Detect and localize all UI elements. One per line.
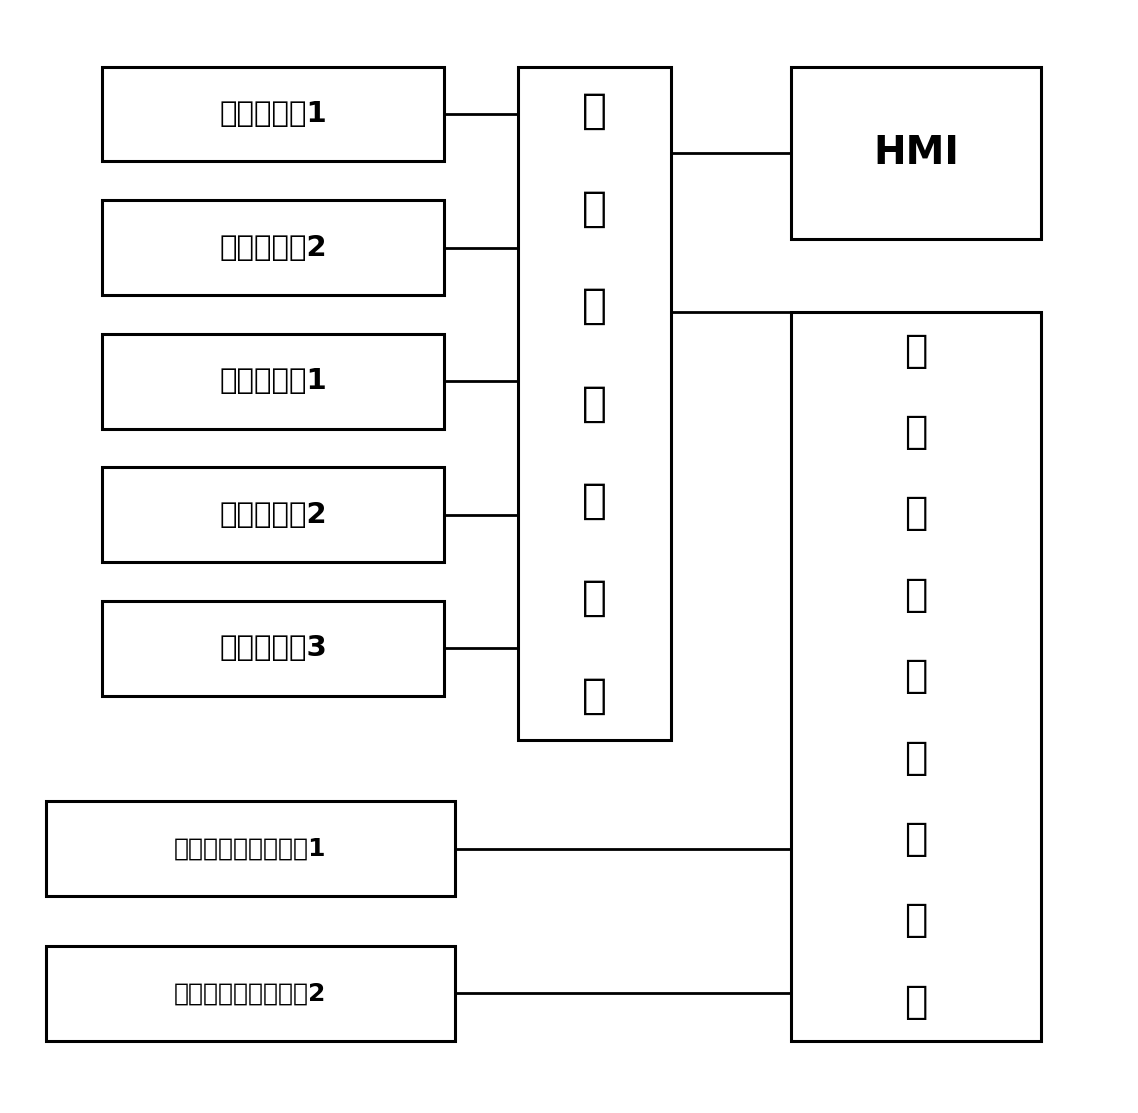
Bar bbox=[46, 801, 455, 896]
Bar bbox=[102, 601, 444, 696]
Bar bbox=[102, 200, 444, 295]
Text: 换流变交流侧断路器2: 换流变交流侧断路器2 bbox=[174, 982, 327, 1005]
Bar bbox=[102, 334, 444, 429]
Text: HMI: HMI bbox=[873, 134, 959, 173]
Bar bbox=[791, 312, 1041, 1041]
Text: 感温探测器2: 感温探测器2 bbox=[220, 234, 327, 262]
Bar bbox=[102, 67, 444, 161]
Text: 固: 固 bbox=[905, 575, 927, 613]
Bar bbox=[791, 67, 1041, 239]
Text: 制: 制 bbox=[583, 578, 607, 619]
Text: 系: 系 bbox=[905, 902, 927, 939]
Text: 定: 定 bbox=[905, 657, 927, 696]
Text: 灾: 灾 bbox=[583, 188, 607, 229]
Text: 火焰探测器2: 火焰探测器2 bbox=[220, 501, 327, 529]
Text: 火: 火 bbox=[583, 90, 607, 132]
Text: 统: 统 bbox=[905, 983, 927, 1021]
Text: 变: 变 bbox=[905, 494, 927, 532]
Bar bbox=[518, 67, 671, 740]
Text: 换流变交流侧断路器1: 换流变交流侧断路器1 bbox=[174, 837, 327, 860]
Text: 防: 防 bbox=[905, 820, 927, 858]
Text: 器: 器 bbox=[583, 674, 607, 717]
Text: 感温探测器1: 感温探测器1 bbox=[220, 100, 327, 128]
Text: 控: 控 bbox=[583, 480, 607, 522]
Text: 火焰探测器1: 火焰探测器1 bbox=[220, 367, 327, 395]
Text: 换: 换 bbox=[905, 332, 927, 370]
Text: 消: 消 bbox=[905, 739, 927, 777]
Text: 报: 报 bbox=[583, 285, 607, 327]
Text: 火焰探测器3: 火焰探测器3 bbox=[220, 634, 327, 662]
Bar bbox=[46, 946, 455, 1041]
Text: 警: 警 bbox=[583, 383, 607, 424]
Text: 流: 流 bbox=[905, 413, 927, 451]
Bar bbox=[102, 467, 444, 562]
